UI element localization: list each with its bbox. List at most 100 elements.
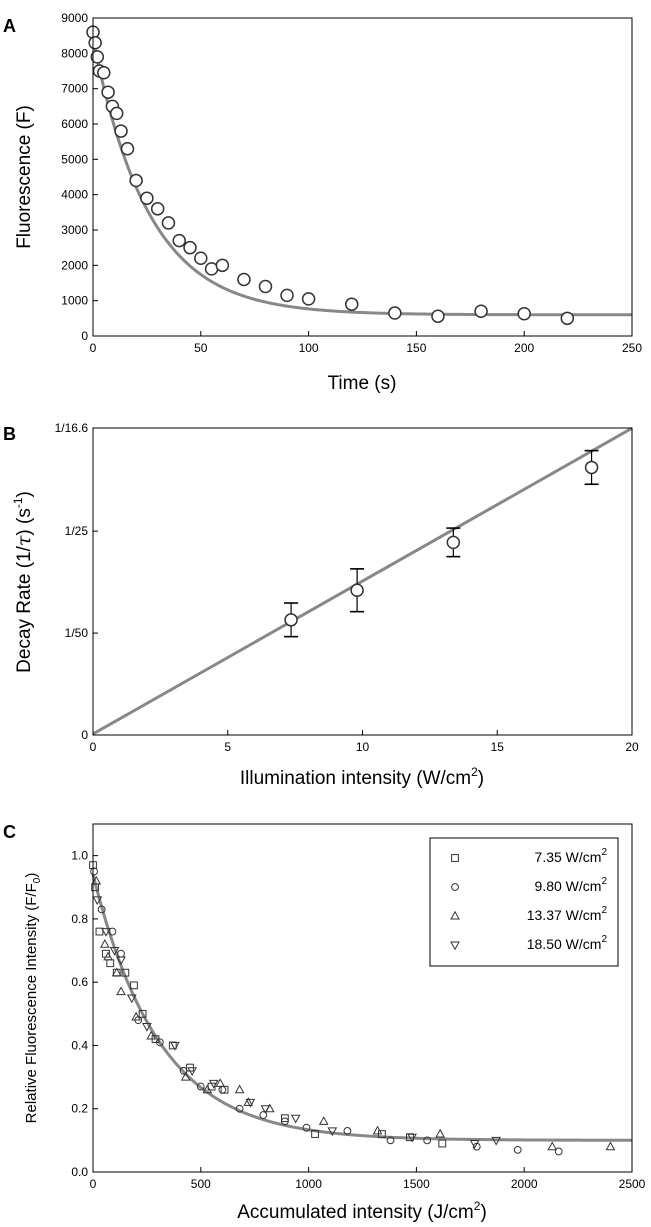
panel-b-fit [92, 426, 633, 736]
panel-a-point [183, 240, 197, 255]
panel-c-point-series-3 [116, 986, 126, 996]
panel-c-point-series-2 [218, 1085, 227, 1094]
panel-a-point [101, 85, 115, 99]
panel-a-point [194, 251, 208, 266]
panel-b-frame [92, 427, 633, 736]
panel-c-point-series-3 [146, 1030, 157, 1040]
panel-b-xtick-label: 20 [625, 740, 639, 754]
panel-a-xtick-label: 50 [194, 341, 208, 355]
panel-c-point-series-1 [121, 968, 130, 977]
panel-b-ytick-label: 1/16.6 [55, 421, 89, 435]
panel-c-point-series-3 [180, 1071, 191, 1081]
panel-c-point-series-3 [318, 1116, 329, 1125]
panel-c-point-series-3 [215, 1078, 226, 1087]
panel-a-ytick-label: 6000 [61, 117, 88, 131]
panel-a-point [88, 35, 102, 50]
panel-b-point [584, 460, 599, 475]
panel-c-point-series-4 [109, 947, 120, 956]
panel-c-point-series-4 [208, 1079, 219, 1089]
panel-c-point-series-3 [234, 1084, 245, 1094]
panel-a-ytick-label: 1000 [61, 294, 88, 308]
panel-a-point [301, 292, 316, 306]
panel-c: C 0 500 1000 1500 2000 2500 0.0 0.2 0.4 0.6 0.8 1.0… [3, 822, 646, 1223]
panel-c-marks [89, 861, 616, 1156]
panel-c-point-series-1 [138, 1009, 147, 1018]
panel-c-point-series-4 [116, 956, 126, 966]
panel-a-fit [91, 38, 632, 317]
panel-a-marks [86, 25, 575, 326]
panel-c-xtick-label: 500 [191, 1177, 211, 1191]
panel-c-point-series-4 [92, 896, 103, 906]
panel-c-point-series-1 [280, 1114, 289, 1123]
panel-a-point [431, 309, 445, 323]
panel-c-point-series-4 [170, 1041, 180, 1051]
panel-c-xtick-label: 1000 [295, 1177, 322, 1191]
panel-c-legend-marker-1 [451, 854, 459, 862]
panel-c-ytick-label: 1.0 [71, 849, 88, 863]
panel-c-point-series-2 [554, 1147, 563, 1156]
panel-c-point-series-4 [290, 1114, 301, 1124]
panel-a-ytick-label: 2000 [61, 258, 88, 272]
panel-c-point-series-1 [95, 927, 104, 936]
panel-a-point [517, 306, 531, 321]
panel-b-ytick-label: 1/25 [65, 524, 89, 538]
panel-c-point-series-1 [106, 959, 115, 968]
panel-c-point-series-1 [130, 981, 138, 990]
panel-c-ytick-label: 0.8 [71, 912, 88, 926]
panel-c-point-series-4 [327, 1127, 338, 1137]
panel-a-xtick-label: 150 [406, 341, 426, 355]
panel-b-point [446, 535, 461, 550]
panel-b-fit-line [92, 426, 633, 736]
panel-b-ticks: 0 5 10 15 20 0 1/50 1/25 1/16.6 [55, 421, 639, 754]
panel-a-ytick-label: 5000 [61, 152, 88, 166]
panel-c-point-series-4 [469, 1140, 480, 1149]
panel-c-legend-label-3: 13.37 W/cm2 [527, 905, 608, 923]
panel-c-ytick-label: 0.0 [71, 1165, 88, 1179]
panel-c-legend: 7.35 W/cm2 9.80 W/cm2 13.37 W/cm2 18.50 W/c… [429, 837, 619, 967]
panel-b-xlabel: Illumination intensity (W/cm2) [240, 765, 484, 789]
panel-c-point-series-2 [196, 1082, 205, 1091]
panel-c-point-series-2 [386, 1136, 395, 1145]
panel-c-xtick-label: 2500 [619, 1177, 646, 1191]
panel-a-ytick-label: 4000 [61, 188, 88, 202]
panel-c-point-series-2 [235, 1104, 244, 1113]
panel-b-point [284, 613, 298, 627]
panel-c-xtick-label: 0 [90, 1177, 97, 1191]
panel-c-ylabel: Relative Fluorescence Intensity (F/F0) [23, 873, 43, 1124]
panel-a-point [237, 272, 251, 287]
panel-a-letter: A [3, 16, 16, 36]
panel-b-point [350, 583, 364, 598]
panel-a-point [161, 216, 176, 230]
panel-c-point-series-2 [179, 1066, 188, 1075]
panel-c-point-series-2 [343, 1126, 352, 1135]
panel-c-point-series-3 [243, 1097, 254, 1106]
panel-c-ytick-label: 0.6 [71, 975, 88, 989]
panel-a-point [280, 288, 294, 303]
panel-b-ytick-label: 0 [81, 728, 88, 742]
panel-a-point [109, 106, 124, 121]
panel-a-ytick-label: 9000 [61, 11, 88, 25]
panel-c-point-series-3 [100, 938, 110, 948]
panel-c-point-series-4 [126, 994, 137, 1004]
panel-a-frame [92, 17, 633, 337]
panel-c-point-series-1 [311, 1130, 319, 1138]
panel-c-point-series-2 [155, 1038, 164, 1047]
panel-a: A 0 50 100 150 200 250 0 1000 2000 3000 4000 5000 60… [3, 11, 642, 394]
panel-c-point-series-2 [513, 1145, 522, 1154]
panel-b-xtick-label: 5 [224, 740, 231, 754]
panel-c-point-series-2 [97, 905, 106, 914]
panel-a-point [150, 202, 165, 216]
panel-c-point-series-4 [101, 928, 111, 937]
panel-c-point-series-3 [202, 1084, 213, 1094]
panel-c-point-series-4 [187, 1067, 198, 1076]
panel-a-point [560, 311, 575, 326]
panel-a-point [344, 297, 359, 311]
panel-a-xtick-label: 0 [90, 341, 97, 355]
panel-b-ylabel: Decay Rate (1/τ) (s-1) [11, 491, 35, 673]
panel-c-point-series-4 [245, 1098, 256, 1108]
panel-c-point-series-2 [108, 927, 117, 936]
panel-c-legend-box [429, 837, 619, 967]
panel-c-legend-marker-3 [450, 910, 460, 920]
panel-a-ylabel: Fluorescence (F) [14, 105, 35, 249]
panel-c-point-series-3 [435, 1128, 445, 1138]
